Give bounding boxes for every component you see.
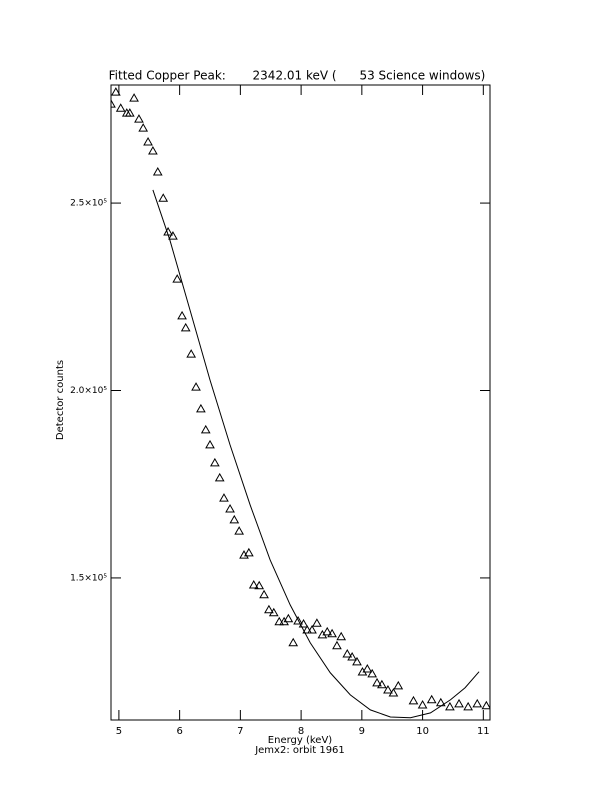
data-point (172, 274, 183, 283)
data-point (393, 680, 404, 690)
data-point (357, 667, 368, 676)
data-point (288, 637, 299, 647)
data-point (367, 668, 378, 678)
x-tick-label: 9 (359, 726, 365, 737)
data-point (229, 514, 240, 524)
x-tick-label: 11 (477, 726, 490, 737)
fit-line (152, 189, 480, 719)
data-point (322, 626, 333, 636)
data-point (362, 664, 373, 673)
y-axis-label: Detector counts (55, 360, 66, 440)
data-point (158, 193, 169, 202)
data-point (408, 695, 419, 705)
subtitle: Jemx2: orbit 1961 (254, 745, 345, 756)
data-point (327, 628, 337, 638)
data-point (111, 99, 116, 108)
plot-area (111, 87, 490, 719)
data-point (481, 700, 490, 710)
data-point (196, 403, 206, 413)
data-point (129, 93, 139, 102)
data-point (279, 616, 289, 626)
data-point (293, 616, 303, 625)
y-tick-label: 2.0×10⁵ (70, 386, 107, 396)
data-point (234, 526, 245, 535)
data-point (312, 618, 322, 627)
data-point (372, 677, 382, 687)
data-point (148, 145, 158, 155)
data-point (454, 698, 464, 708)
data-point (248, 580, 259, 589)
data-point (445, 701, 455, 711)
data-point (254, 580, 265, 590)
data-point (332, 640, 342, 650)
data-point (342, 649, 353, 658)
data-point (209, 457, 220, 467)
data-point (307, 625, 317, 634)
chart-title: Fitted Copper Peak: 2342.01 keV ( 53 Sci… (109, 69, 486, 83)
data-point (298, 619, 309, 628)
data-point (200, 424, 211, 434)
data-point (472, 698, 483, 708)
x-tick-label: 6 (176, 726, 182, 737)
data-point (180, 322, 191, 332)
y-tick-label: 2.5×10⁵ (70, 199, 107, 209)
data-point (274, 616, 285, 626)
data-point (317, 629, 328, 639)
data-point (417, 699, 428, 709)
data-point (177, 310, 187, 320)
data-point (219, 493, 229, 502)
x-tick-label: 8 (298, 726, 304, 737)
data-point (283, 613, 294, 623)
x-axis-label: Energy (keV) (268, 735, 333, 746)
data-point (383, 685, 393, 694)
data-point (225, 503, 235, 513)
x-tick-label: 5 (116, 726, 122, 737)
data-point (191, 382, 201, 391)
plot-frame (110, 84, 491, 721)
x-tick-label: 10 (416, 726, 429, 737)
data-point (205, 439, 215, 449)
data-point (244, 547, 254, 557)
data-point (336, 631, 347, 641)
data-point (388, 688, 399, 697)
data-point (352, 656, 362, 666)
data-point (463, 701, 473, 711)
data-point (426, 694, 437, 704)
data-point (143, 136, 153, 146)
data-point (268, 607, 279, 617)
data-point (152, 166, 163, 176)
data-point (111, 87, 121, 96)
data-point (186, 349, 197, 358)
data-point (138, 123, 149, 132)
data-point (115, 103, 126, 112)
data-point (124, 108, 135, 117)
data-point (259, 589, 269, 599)
data-point (214, 472, 225, 482)
data-point (134, 114, 144, 123)
data-point (377, 679, 387, 689)
data-point (302, 625, 313, 634)
x-tick-label: 7 (237, 726, 243, 737)
data-point (264, 604, 274, 614)
data-point (347, 652, 357, 661)
data-point (168, 231, 178, 240)
y-tick-label: 1.5×10⁵ (70, 573, 107, 583)
